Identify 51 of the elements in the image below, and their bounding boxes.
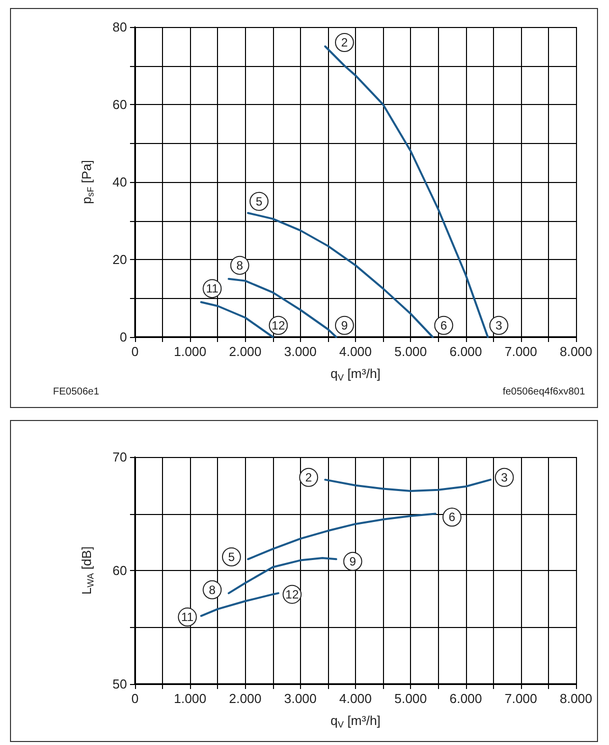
x-tick-label: 0: [131, 344, 139, 359]
text: FE0506e1: [53, 386, 100, 398]
y-tick-label: 50: [112, 676, 127, 692]
y-tick-label: 20: [112, 252, 127, 267]
annotation: 11: [206, 282, 219, 296]
x-tick-label: 6.000: [449, 691, 482, 706]
x-tick-label: 0: [131, 691, 139, 706]
annotation: 6: [440, 318, 448, 332]
line-series: [324, 478, 492, 492]
line-series: [200, 301, 274, 338]
x-tick-label: 8.000: [560, 691, 592, 706]
annotation: 11: [181, 610, 194, 624]
annotation: 2: [341, 36, 348, 50]
x-tick-label: 7.000: [504, 344, 538, 359]
x-tick-label: 5.000: [394, 344, 427, 359]
x-tick-label: 4.000: [339, 691, 372, 706]
annotation: 5: [228, 550, 236, 564]
x-tick-label: 3.000: [284, 691, 317, 706]
annotation: 2: [305, 470, 312, 484]
x-tick-label: 1.000: [174, 344, 206, 359]
annotation: 8: [236, 258, 244, 272]
annotation: 8: [208, 582, 216, 597]
x-tick-label: 8.000: [560, 344, 592, 359]
y-tick-label: 60: [112, 97, 127, 112]
annotation: 9: [349, 554, 356, 568]
x-tick-label: 7.000: [504, 691, 538, 706]
y-axis-title: LWA [dB]: [79, 546, 96, 595]
annotation: 3: [495, 318, 502, 332]
y-tick-label: 0: [120, 330, 127, 344]
x-tick-label: 4.000: [339, 344, 372, 359]
annotation: 12: [285, 587, 300, 602]
x-tick-label: 6.000: [449, 344, 482, 359]
y-tick-label: 80: [112, 20, 127, 34]
annotation: 6: [448, 510, 456, 524]
x-tick-label: 5.000: [394, 691, 427, 706]
y-tick-label: 70: [112, 450, 127, 464]
y-tick-label: 60: [112, 563, 127, 578]
line-series: [324, 45, 489, 338]
y-axis-title: psF [Pa]: [79, 160, 96, 204]
annotation: 5: [256, 194, 263, 208]
annotation: 3: [500, 470, 508, 484]
x-tick-label: 2.000: [228, 691, 262, 706]
line-series: [228, 278, 338, 338]
y-tick-label: 40: [112, 174, 127, 190]
x-tick-label: 2.000: [228, 344, 262, 359]
text: fe0506eq4f6xv801: [502, 386, 586, 398]
annotation: 9: [341, 318, 348, 332]
line-series: [247, 212, 434, 338]
x-tick-label: 1.000: [174, 691, 206, 706]
annotation: 12: [272, 318, 286, 332]
x-tick-label: 3.000: [284, 344, 317, 359]
